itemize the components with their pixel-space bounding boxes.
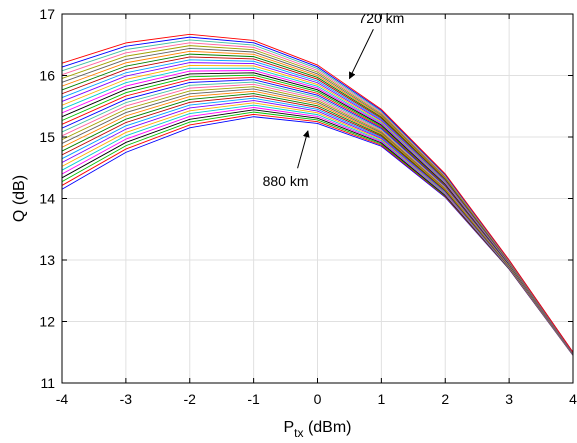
y-tick-label: 15 (39, 129, 55, 145)
grid (61, 13, 574, 384)
x-axis-label: Ptx (dBm) (283, 419, 351, 440)
annotation-label: 720 km (358, 10, 404, 26)
x-tick-label: 0 (314, 391, 322, 407)
y-tick-label: 13 (39, 252, 55, 268)
x-tick-label: 4 (569, 391, 577, 407)
y-axis-label: Q (dB) (11, 175, 28, 222)
x-tick-label: -2 (184, 391, 197, 407)
x-tick-label: -1 (247, 391, 260, 407)
x-axis-label-unit: (dBm) (304, 419, 352, 436)
series-line (61, 33, 574, 353)
x-axis-label-subscript: tx (294, 426, 303, 440)
x-tick-label: 3 (505, 391, 513, 407)
annotations: 720 km 880 km (263, 10, 405, 189)
annotation-label: 880 km (263, 173, 309, 189)
x-axis-label-main: P (283, 419, 294, 436)
y-tick-label: 12 (39, 314, 55, 330)
x-tick-label: -4 (56, 391, 69, 407)
y-tick-label: 14 (39, 191, 55, 207)
annotation-arrow (348, 29, 374, 80)
series-lines (61, 33, 574, 356)
annotation-arrow (297, 130, 310, 169)
x-tick-label: 2 (441, 391, 449, 407)
x-tick-label: 1 (377, 391, 385, 407)
y-tick-label: 17 (39, 6, 55, 22)
x-tick-label: -3 (120, 391, 133, 407)
y-tick-label: 16 (39, 68, 55, 84)
y-tick-label: 11 (40, 375, 55, 391)
